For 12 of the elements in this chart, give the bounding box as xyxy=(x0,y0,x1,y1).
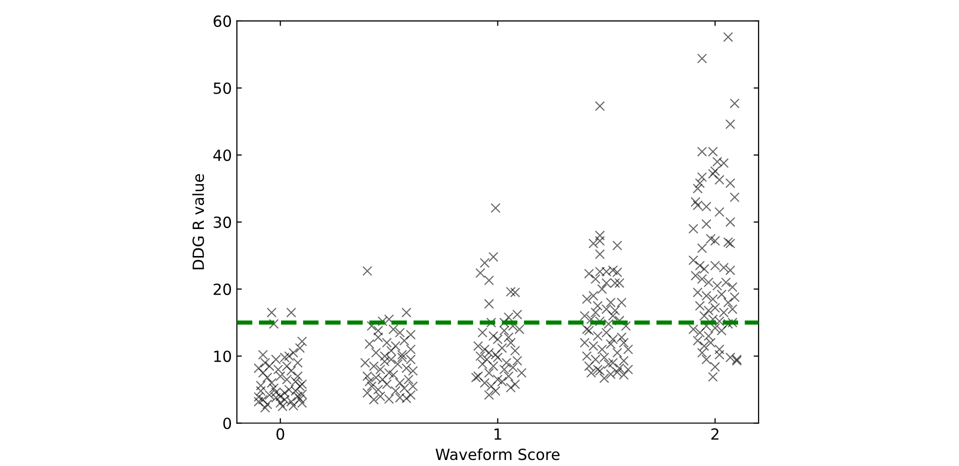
x-tick-label: 0 xyxy=(276,428,284,440)
y-tick-label: 30 xyxy=(214,216,231,228)
y-tick-label: 50 xyxy=(214,82,231,94)
y-tick-label: 20 xyxy=(214,284,231,296)
x-axis-title: Waveform Score xyxy=(436,448,560,460)
y-tick-label: 10 xyxy=(214,350,231,362)
y-axis-title: DDG R value xyxy=(192,174,204,270)
y-tick-label: 40 xyxy=(213,149,231,162)
x-tick-label: 1 xyxy=(494,428,502,440)
y-tick-label: 60 xyxy=(214,15,231,27)
x-tick-label: 2 xyxy=(711,428,718,440)
y-tick-label: 0 xyxy=(223,418,231,430)
